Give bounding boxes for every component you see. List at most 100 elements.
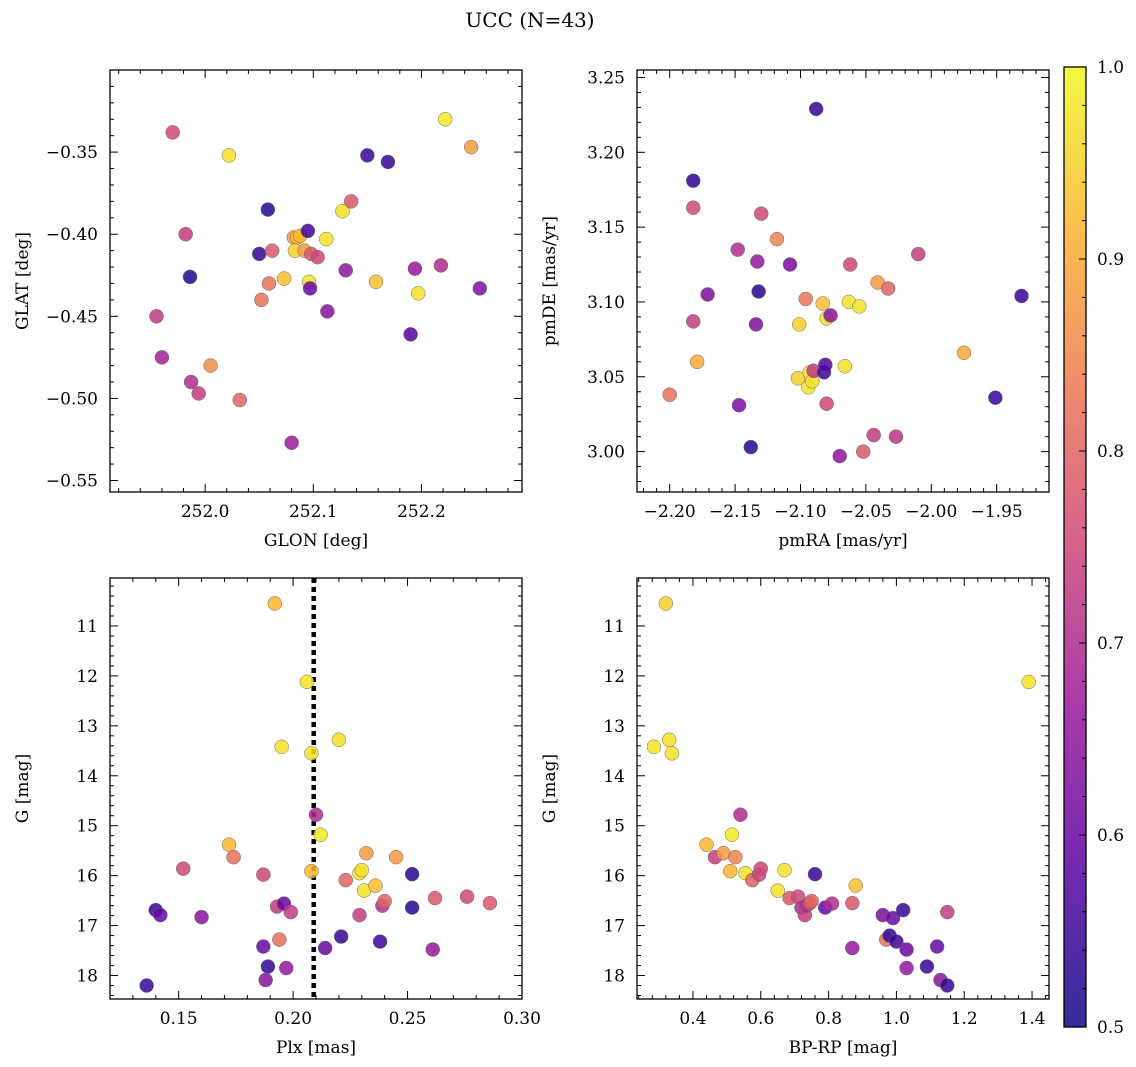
data-point bbox=[753, 861, 769, 876]
data-point bbox=[377, 893, 392, 909]
data-point bbox=[300, 223, 316, 239]
data-point bbox=[352, 907, 367, 923]
ticks bbox=[637, 578, 1049, 999]
data-point bbox=[313, 827, 328, 842]
colorbar-tick-label: 0.7 bbox=[1097, 634, 1124, 654]
data-point bbox=[807, 866, 823, 882]
data-point bbox=[425, 942, 440, 957]
data-point bbox=[320, 304, 335, 319]
y-axis-label: G [mag] bbox=[540, 754, 560, 823]
data-point bbox=[731, 397, 747, 413]
data-point bbox=[404, 900, 420, 915]
data-point bbox=[1014, 288, 1029, 304]
data-point bbox=[331, 732, 347, 748]
data-point bbox=[368, 274, 384, 290]
y-tick-label: 15 bbox=[76, 817, 98, 837]
colorbar: 0.5 0.6 0.7 0.8 0.9 1.0 bbox=[1063, 58, 1124, 1038]
y-axis-label: GLAT [deg] bbox=[13, 232, 33, 330]
data-point bbox=[899, 942, 914, 957]
data-point bbox=[368, 878, 383, 893]
y-tick-label: 15 bbox=[603, 817, 625, 837]
y-tick-label: 12 bbox=[76, 667, 98, 687]
colorbar-tick-label: 0.9 bbox=[1097, 250, 1124, 270]
y-tick-label: 18 bbox=[603, 967, 625, 987]
y-tick-label: 3.00 bbox=[587, 443, 625, 463]
data-point bbox=[856, 444, 871, 459]
data-point bbox=[203, 358, 218, 373]
data-point bbox=[410, 286, 426, 301]
data-point bbox=[956, 345, 972, 361]
data-point bbox=[304, 863, 319, 879]
data-point bbox=[658, 596, 674, 611]
data-point bbox=[866, 427, 881, 443]
data-point bbox=[232, 392, 248, 408]
data-point bbox=[929, 939, 945, 954]
x-tick-label: 1.2 bbox=[951, 1009, 978, 1029]
data-point bbox=[748, 317, 764, 332]
data-point bbox=[808, 101, 824, 117]
y-tick-label: 13 bbox=[603, 717, 625, 737]
ticks bbox=[110, 578, 523, 999]
ticks bbox=[637, 70, 1050, 492]
data-point bbox=[845, 940, 860, 956]
points bbox=[139, 596, 498, 993]
data-point bbox=[194, 909, 209, 925]
data-point bbox=[284, 435, 299, 450]
data-point bbox=[403, 327, 418, 342]
axes-frame bbox=[636, 577, 1050, 1000]
y-tick-label: 13 bbox=[76, 717, 98, 737]
data-point bbox=[689, 354, 705, 370]
data-point bbox=[407, 261, 423, 276]
data-point bbox=[335, 203, 350, 219]
data-point bbox=[283, 904, 299, 920]
data-point bbox=[463, 139, 479, 155]
x-axis-label: Plx [mas] bbox=[276, 1038, 356, 1058]
y-tick-label: −0.35 bbox=[46, 143, 98, 163]
data-point bbox=[885, 910, 901, 926]
data-point bbox=[388, 849, 404, 865]
data-point bbox=[723, 863, 738, 879]
x-tick-label: 252.0 bbox=[181, 502, 230, 522]
data-point bbox=[888, 429, 904, 444]
y-tick-label: 16 bbox=[76, 867, 98, 887]
x-tick-label: 0.30 bbox=[503, 1009, 541, 1029]
panel-2: −2.20 −2.15 −2.10 −2.05 −2.00 −1.95 3.00 3.05 3.… bbox=[540, 68, 1050, 551]
data-point bbox=[256, 867, 271, 882]
x-tick-label: 1.4 bbox=[1019, 1009, 1046, 1029]
data-point bbox=[782, 257, 798, 272]
data-point bbox=[258, 972, 273, 988]
data-point bbox=[842, 257, 858, 272]
data-point bbox=[191, 386, 206, 401]
data-point bbox=[221, 837, 237, 852]
data-point bbox=[819, 396, 834, 411]
data-point bbox=[818, 357, 833, 373]
data-point bbox=[182, 269, 198, 285]
x-tick-label: 0.8 bbox=[815, 1009, 842, 1029]
data-point bbox=[798, 291, 813, 307]
x-axis-label: GLON [deg] bbox=[264, 531, 368, 551]
x-tick-label: 0.20 bbox=[274, 1009, 312, 1029]
data-point bbox=[175, 861, 191, 876]
data-point bbox=[823, 308, 838, 323]
data-point bbox=[700, 287, 715, 302]
ticks bbox=[110, 69, 522, 492]
data-point bbox=[302, 281, 318, 296]
data-point bbox=[380, 154, 396, 170]
data-point bbox=[662, 387, 677, 402]
colorbar-tick-label: 0.6 bbox=[1097, 826, 1124, 846]
data-point bbox=[699, 837, 714, 852]
x-tick-label: 0.15 bbox=[160, 1009, 198, 1029]
data-point bbox=[333, 929, 349, 944]
data-point bbox=[895, 902, 911, 918]
data-point bbox=[880, 281, 896, 296]
data-point bbox=[940, 978, 955, 993]
x-tick-label: 252.1 bbox=[289, 502, 338, 522]
data-point bbox=[837, 359, 853, 374]
y-tick-label: 3.05 bbox=[587, 368, 625, 388]
y-tick-label: 16 bbox=[603, 867, 625, 887]
data-point bbox=[343, 194, 359, 209]
data-point bbox=[304, 746, 319, 761]
data-point bbox=[832, 448, 847, 464]
y-tick-label: 17 bbox=[603, 917, 625, 937]
y-tick-label: −0.45 bbox=[46, 307, 98, 327]
